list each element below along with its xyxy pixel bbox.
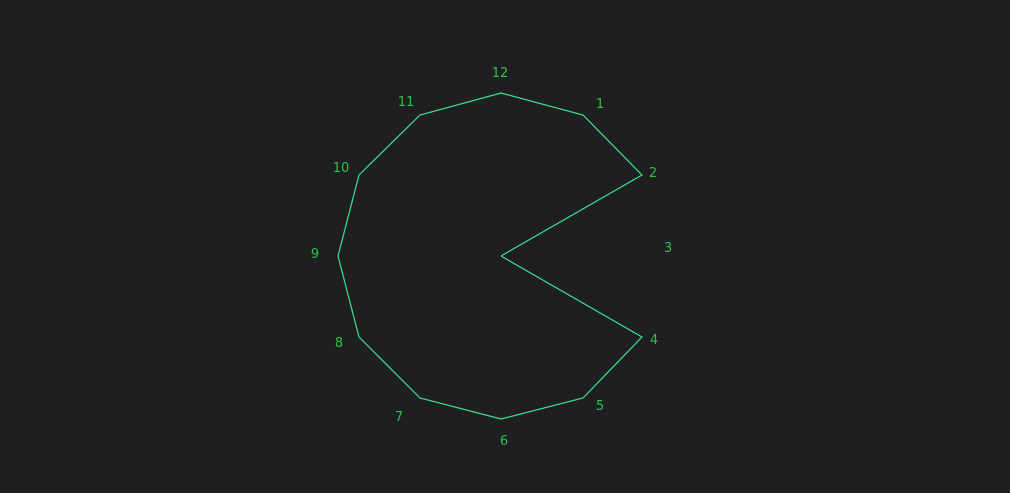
label-5: 5 (596, 399, 604, 414)
label-7: 7 (395, 410, 403, 425)
label-4: 4 (650, 333, 658, 348)
label-12: 12 (492, 66, 509, 81)
label-6: 6 (500, 434, 508, 449)
label-1: 1 (596, 97, 604, 112)
label-9: 9 (311, 247, 319, 262)
label-3: 3 (664, 241, 672, 256)
label-2: 2 (649, 166, 657, 181)
label-10: 10 (333, 161, 350, 176)
label-8: 8 (335, 336, 343, 351)
label-11: 11 (398, 95, 415, 110)
clock-outline-path (337, 92, 643, 420)
